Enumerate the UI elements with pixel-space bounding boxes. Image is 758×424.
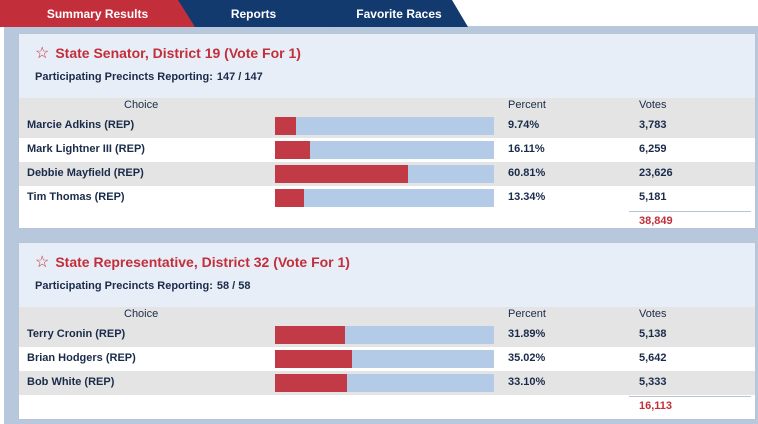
race-header: ☆ State Representative, District 32 (Vot… <box>19 243 755 307</box>
candidate-votes: 5,138 <box>639 328 667 340</box>
tab-bar: Favorite Races Reports Summary Results <box>0 0 758 28</box>
race-title: ☆ State Senator, District 19 (Vote For 1… <box>35 43 301 63</box>
vote-bar-fill <box>275 117 297 135</box>
candidate-votes: 5,642 <box>639 352 667 364</box>
precincts-value: 58 / 58 <box>216 280 251 292</box>
candidate-row: Marcie Adkins (REP) 9.74% 3,783 <box>19 114 755 138</box>
race-title-text: State Senator, District 19 (Vote For 1) <box>55 45 301 61</box>
candidate-percent: 9.74% <box>508 119 540 131</box>
candidate-votes: 3,783 <box>639 119 667 131</box>
candidate-votes: 5,333 <box>639 376 667 388</box>
star-outline-icon[interactable]: ☆ <box>35 254 50 271</box>
precincts-reporting: Participating Precincts Reporting: 147 / … <box>35 71 267 83</box>
candidate-votes: 5,181 <box>639 191 667 203</box>
precincts-reporting: Participating Precincts Reporting: 58 / 5… <box>35 280 255 292</box>
star-outline-icon[interactable]: ☆ <box>35 45 50 62</box>
candidate-row: Bob White (REP) 33.10% 5,333 <box>19 371 755 395</box>
candidate-row: Brian Hodgers (REP) 35.02% 5,642 <box>19 347 755 371</box>
race-card: ☆ State Representative, District 32 (Vot… <box>18 242 756 420</box>
votes-total: 16,113 <box>629 396 751 412</box>
vote-bar <box>275 165 494 183</box>
candidate-name: Tim Thomas (REP) <box>27 191 125 203</box>
candidate-percent: 31.89% <box>508 328 546 340</box>
candidate-row: Debbie Mayfield (REP) 60.81% 23,626 <box>19 162 755 186</box>
candidate-name: Debbie Mayfield (REP) <box>27 167 144 179</box>
candidate-percent: 33.10% <box>508 376 546 388</box>
candidate-name: Bob White (REP) <box>27 376 115 388</box>
votes-total: 38,849 <box>629 211 751 227</box>
race-title: ☆ State Representative, District 32 (Vot… <box>35 252 350 272</box>
votes-header: Votes <box>639 308 667 320</box>
percent-header: Percent <box>508 99 546 111</box>
vote-bar-fill <box>275 326 345 344</box>
column-header: Choice Percent Votes <box>19 98 755 114</box>
choice-header: Choice <box>124 99 159 111</box>
vote-bar-fill <box>275 189 305 207</box>
vote-bar <box>275 350 494 368</box>
candidate-name: Marcie Adkins (REP) <box>27 119 135 131</box>
percent-header: Percent <box>508 308 546 320</box>
candidate-votes: 23,626 <box>639 167 673 179</box>
candidate-name: Brian Hodgers (REP) <box>27 352 136 364</box>
candidate-votes: 6,259 <box>639 143 667 155</box>
vote-bar-fill <box>275 141 311 159</box>
results-panel: ☆ State Senator, District 19 (Vote For 1… <box>4 26 758 424</box>
candidate-percent: 16.11% <box>508 143 545 155</box>
candidate-row: Tim Thomas (REP) 13.34% 5,181 <box>19 186 755 210</box>
race-header: ☆ State Senator, District 19 (Vote For 1… <box>19 34 755 98</box>
vote-bar-fill <box>275 165 409 183</box>
precincts-value: 147 / 147 <box>216 71 263 83</box>
vote-bar <box>275 117 494 135</box>
tab-summary-results[interactable]: Summary Results <box>0 0 195 27</box>
precincts-label: Participating Precincts Reporting: <box>35 71 213 83</box>
vote-bar-fill <box>275 374 348 392</box>
candidate-name: Terry Cronin (REP) <box>27 328 126 340</box>
votes-header: Votes <box>639 99 667 111</box>
candidate-row: Terry Cronin (REP) 31.89% 5,138 <box>19 323 755 347</box>
race-title-text: State Representative, District 32 (Vote … <box>55 254 350 270</box>
race-card: ☆ State Senator, District 19 (Vote For 1… <box>18 33 756 229</box>
vote-bar <box>275 141 494 159</box>
vote-bar <box>275 374 494 392</box>
candidate-name: Mark Lightner III (REP) <box>27 143 145 155</box>
candidate-percent: 60.81% <box>508 167 546 179</box>
vote-bar <box>275 326 494 344</box>
candidate-percent: 13.34% <box>508 191 546 203</box>
choice-header: Choice <box>124 308 159 320</box>
precincts-label: Participating Precincts Reporting: <box>35 280 213 292</box>
vote-bar <box>275 189 494 207</box>
candidate-row: Mark Lightner III (REP) 16.11% 6,259 <box>19 138 755 162</box>
candidate-percent: 35.02% <box>508 352 546 364</box>
column-header: Choice Percent Votes <box>19 307 755 323</box>
vote-bar-fill <box>275 350 352 368</box>
